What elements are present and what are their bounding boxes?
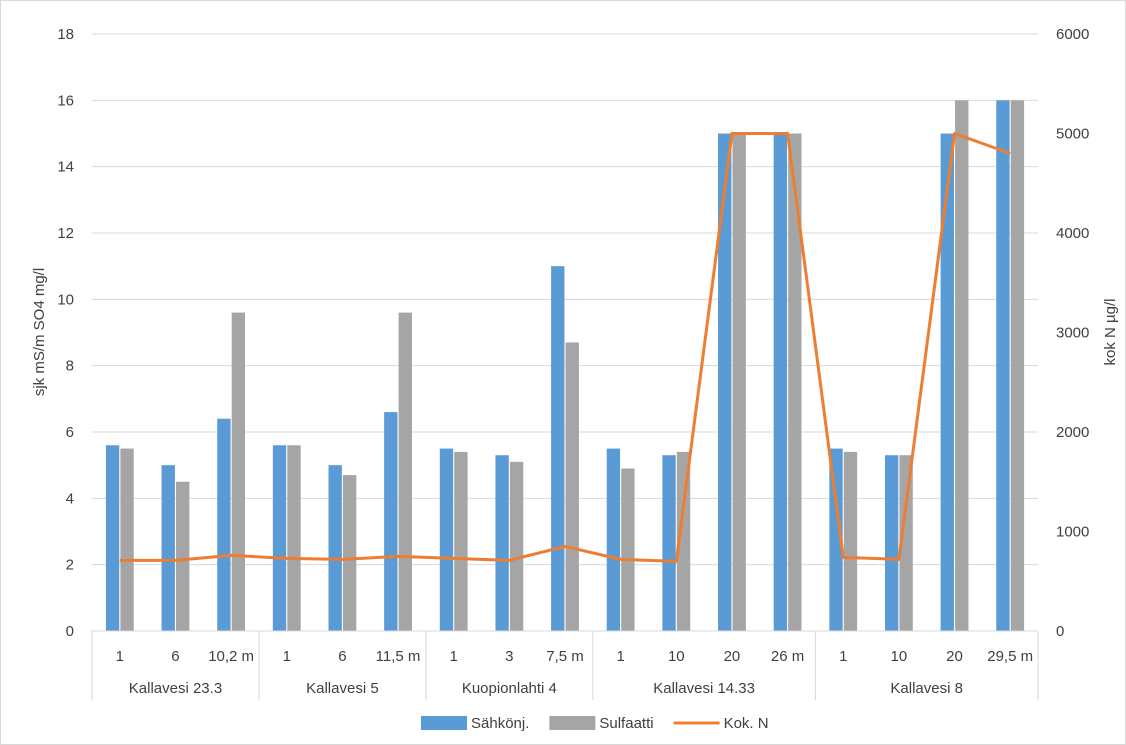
- group-label: Kallavesi 14.33: [653, 680, 755, 697]
- bar: [773, 133, 788, 631]
- bar: [495, 455, 509, 631]
- left-tick-label: 10: [57, 291, 74, 308]
- line-series: [119, 132, 1011, 563]
- x-tick-label: 20: [946, 648, 963, 665]
- legend-swatch: [549, 716, 596, 730]
- bar: [217, 418, 231, 631]
- bar: [899, 455, 913, 631]
- x-tick-label: 1: [283, 648, 291, 665]
- bar: [718, 133, 732, 631]
- bar: [676, 451, 691, 631]
- x-tick-label: 1: [116, 648, 124, 665]
- bar: [231, 312, 246, 631]
- legend-swatch: [421, 716, 467, 730]
- bar: [161, 465, 175, 631]
- x-tick-label: 29,5 m: [987, 648, 1033, 665]
- bar: [176, 481, 190, 631]
- bar: [1010, 100, 1025, 632]
- bar: [384, 412, 398, 631]
- left-tick-label: 2: [66, 557, 74, 574]
- left-tick-label: 12: [57, 225, 74, 242]
- bar: [398, 312, 412, 631]
- x-tick-label: 10,2 m: [208, 648, 254, 665]
- right-tick-label: 2000: [1056, 424, 1089, 441]
- right-tick-label: 3000: [1056, 325, 1089, 342]
- group-label: Kuopionlahti 4: [462, 680, 557, 697]
- bar: [120, 448, 134, 631]
- bar: [843, 451, 858, 631]
- bar: [621, 468, 635, 631]
- axes: 0246810121416180100020003000400050006000…: [57, 26, 1089, 700]
- bar: [940, 133, 954, 631]
- x-tick-label: 10: [891, 648, 908, 665]
- right-tick-label: 4000: [1056, 225, 1089, 242]
- legend-label: Sulfaatti: [599, 715, 653, 732]
- x-tick-label: 6: [171, 648, 179, 665]
- bar: [454, 451, 468, 631]
- right-axis-label: kok N µg/l: [1102, 299, 1119, 366]
- right-tick-label: 0: [1056, 623, 1064, 640]
- x-tick-label: 26 m: [771, 648, 804, 665]
- bar: [565, 342, 579, 631]
- bar: [788, 133, 802, 631]
- bar: [272, 445, 287, 631]
- series-line: [119, 132, 1011, 563]
- bar: [328, 465, 342, 631]
- x-tick-label: 11,5 m: [376, 648, 421, 665]
- bar: [884, 455, 899, 631]
- x-tick-label: 6: [338, 648, 346, 665]
- left-tick-label: 8: [66, 358, 74, 375]
- bar-series: [105, 100, 1025, 632]
- bar: [606, 448, 621, 631]
- left-tick-label: 18: [57, 26, 74, 43]
- legend-label: Kok. N: [724, 715, 769, 732]
- bar: [105, 445, 120, 631]
- bar: [732, 133, 746, 631]
- left-tick-label: 14: [57, 159, 74, 176]
- left-tick-label: 6: [66, 424, 74, 441]
- x-tick-label: 3: [505, 648, 513, 665]
- left-tick-label: 0: [66, 623, 74, 640]
- bar: [996, 100, 1010, 632]
- x-tick-label: 20: [724, 648, 741, 665]
- x-tick-label: 1: [450, 648, 458, 665]
- legend: Sähkönj. Sulfaatti Kok. N: [421, 715, 769, 732]
- bar: [662, 455, 676, 631]
- x-tick-label: 7,5 m: [546, 648, 584, 665]
- bar: [342, 475, 357, 631]
- group-label: Kallavesi 5: [306, 680, 379, 697]
- x-tick-label: 1: [839, 648, 847, 665]
- bar: [509, 461, 524, 631]
- bar: [551, 266, 565, 631]
- bar: [829, 448, 843, 631]
- right-tick-label: 6000: [1056, 26, 1089, 43]
- left-tick-label: 16: [57, 92, 74, 109]
- left-axis-label: sjk mS/m SO4 mg/l: [31, 268, 48, 396]
- x-tick-label: 10: [668, 648, 685, 665]
- x-tick-label: 1: [616, 648, 624, 665]
- group-label: Kallavesi 8: [890, 680, 963, 697]
- gridlines: [92, 33, 1038, 566]
- left-tick-label: 4: [66, 490, 74, 507]
- bar: [955, 100, 969, 632]
- bar: [287, 445, 301, 631]
- legend-label: Sähkönj.: [471, 715, 529, 732]
- bar: [439, 448, 454, 631]
- right-tick-label: 5000: [1056, 126, 1089, 143]
- right-tick-label: 1000: [1056, 524, 1089, 541]
- group-label: Kallavesi 23.3: [129, 680, 222, 697]
